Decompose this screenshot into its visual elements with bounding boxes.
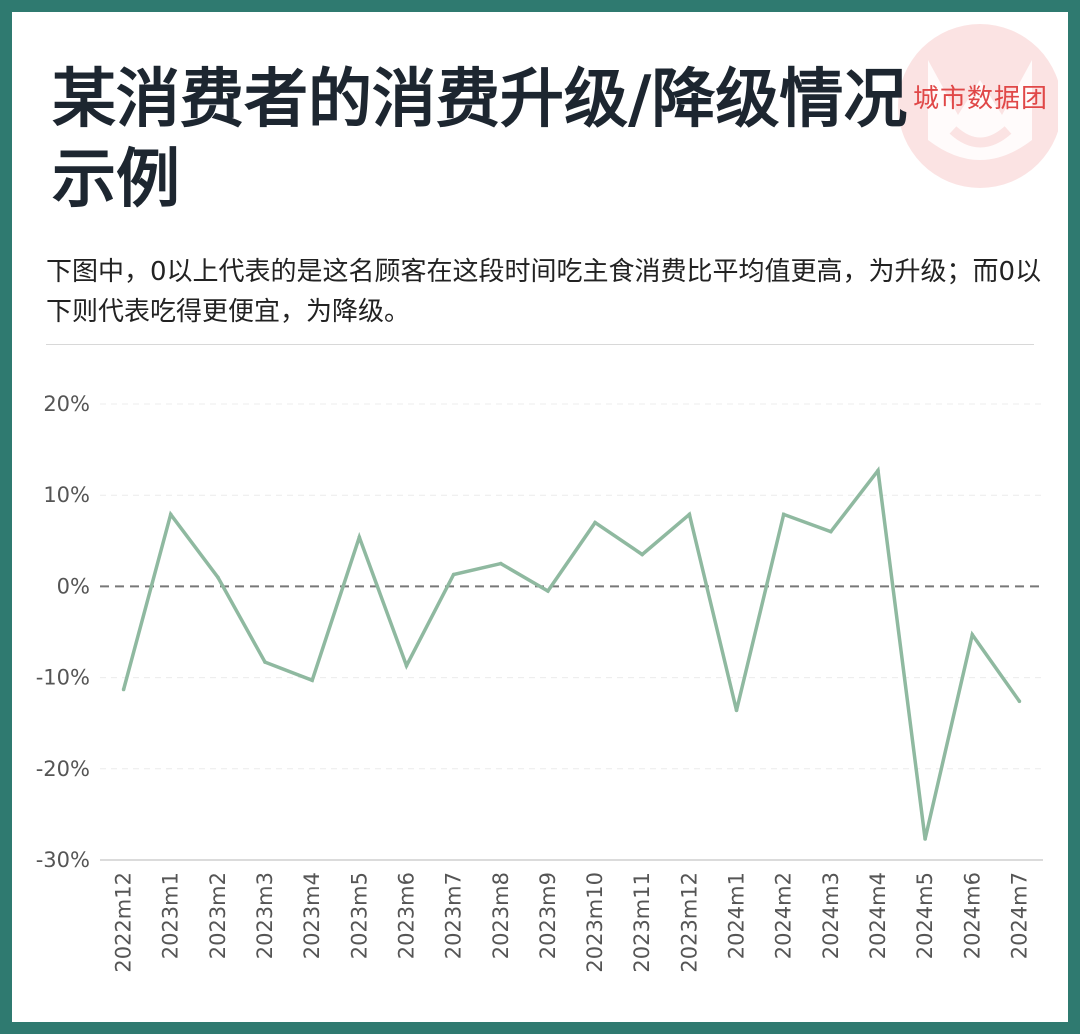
data-point xyxy=(404,663,409,668)
y-tick-label: 20% xyxy=(43,392,90,416)
x-tick-label: 2023m5 xyxy=(347,872,371,959)
x-tick-label: 2023m3 xyxy=(253,872,277,959)
data-point xyxy=(263,660,267,664)
data-point xyxy=(687,512,692,517)
y-tick-label: -30% xyxy=(36,848,90,872)
page-title: 某消费者的消费升级/降级情况示例 xyxy=(52,63,908,217)
x-tick-label: 2024m1 xyxy=(725,872,749,959)
x-tick-label: 2023m4 xyxy=(300,872,324,959)
data-point xyxy=(357,535,362,539)
x-tick-label: 2022m12 xyxy=(112,872,136,973)
data-point xyxy=(876,468,880,473)
x-tick-label: 2024m6 xyxy=(960,872,984,959)
x-tick-label: 2024m5 xyxy=(913,872,937,959)
data-point xyxy=(498,561,503,566)
data-point xyxy=(546,589,550,593)
data-point xyxy=(829,529,833,534)
data-point xyxy=(781,512,786,517)
data-point xyxy=(593,520,597,525)
series-line xyxy=(121,466,1021,840)
chart-description: 下图中，0以上代表的是这名顾客在这段时间吃主食消费比平均值更高，为升级；而0以下… xyxy=(46,257,1042,327)
x-tick-label: 2023m1 xyxy=(159,872,183,959)
x-tick-label: 2023m9 xyxy=(536,872,560,959)
data-point xyxy=(970,632,975,637)
data-point xyxy=(923,837,927,841)
data-point xyxy=(216,575,220,580)
y-tick-label: -10% xyxy=(36,666,90,690)
divider xyxy=(46,344,1034,345)
x-tick-label: 2024m7 xyxy=(1007,872,1031,959)
y-tick-label: 10% xyxy=(43,483,90,507)
line-chart: 20% 10% 0% -10% -20% -30% 2022m12 2023m1 2023m2 2… xyxy=(36,392,1043,973)
y-tick-label: 0% xyxy=(57,574,90,598)
data-point xyxy=(121,687,126,692)
x-tick-label: 2023m8 xyxy=(489,872,513,959)
data-point xyxy=(640,552,645,557)
x-tick-label: 2023m11 xyxy=(630,872,654,973)
x-tick-label: 2023m12 xyxy=(677,872,701,973)
data-point xyxy=(168,512,173,517)
x-tick-label: 2023m6 xyxy=(394,872,418,959)
data-point xyxy=(1017,699,1022,704)
logo-text: 城市数据团 xyxy=(912,84,1048,114)
data-point xyxy=(734,708,739,713)
x-tick-label: 2023m10 xyxy=(583,872,607,973)
data-point xyxy=(451,572,456,577)
x-tick-label: 2024m3 xyxy=(819,872,843,959)
x-tick-label: 2023m7 xyxy=(442,872,466,959)
x-tick-label: 2023m2 xyxy=(206,872,230,959)
data-point xyxy=(310,678,314,683)
x-tick-label: 2024m4 xyxy=(866,872,890,959)
infographic-card: 城市数据团 某消费者的消费升级/降级情况示例 下图中，0以上代表的是这名顾客在这… xyxy=(12,12,1068,1022)
x-tick-label: 2024m2 xyxy=(772,872,796,959)
y-tick-label: -20% xyxy=(36,757,90,781)
logo-cat-icon xyxy=(898,24,1058,188)
